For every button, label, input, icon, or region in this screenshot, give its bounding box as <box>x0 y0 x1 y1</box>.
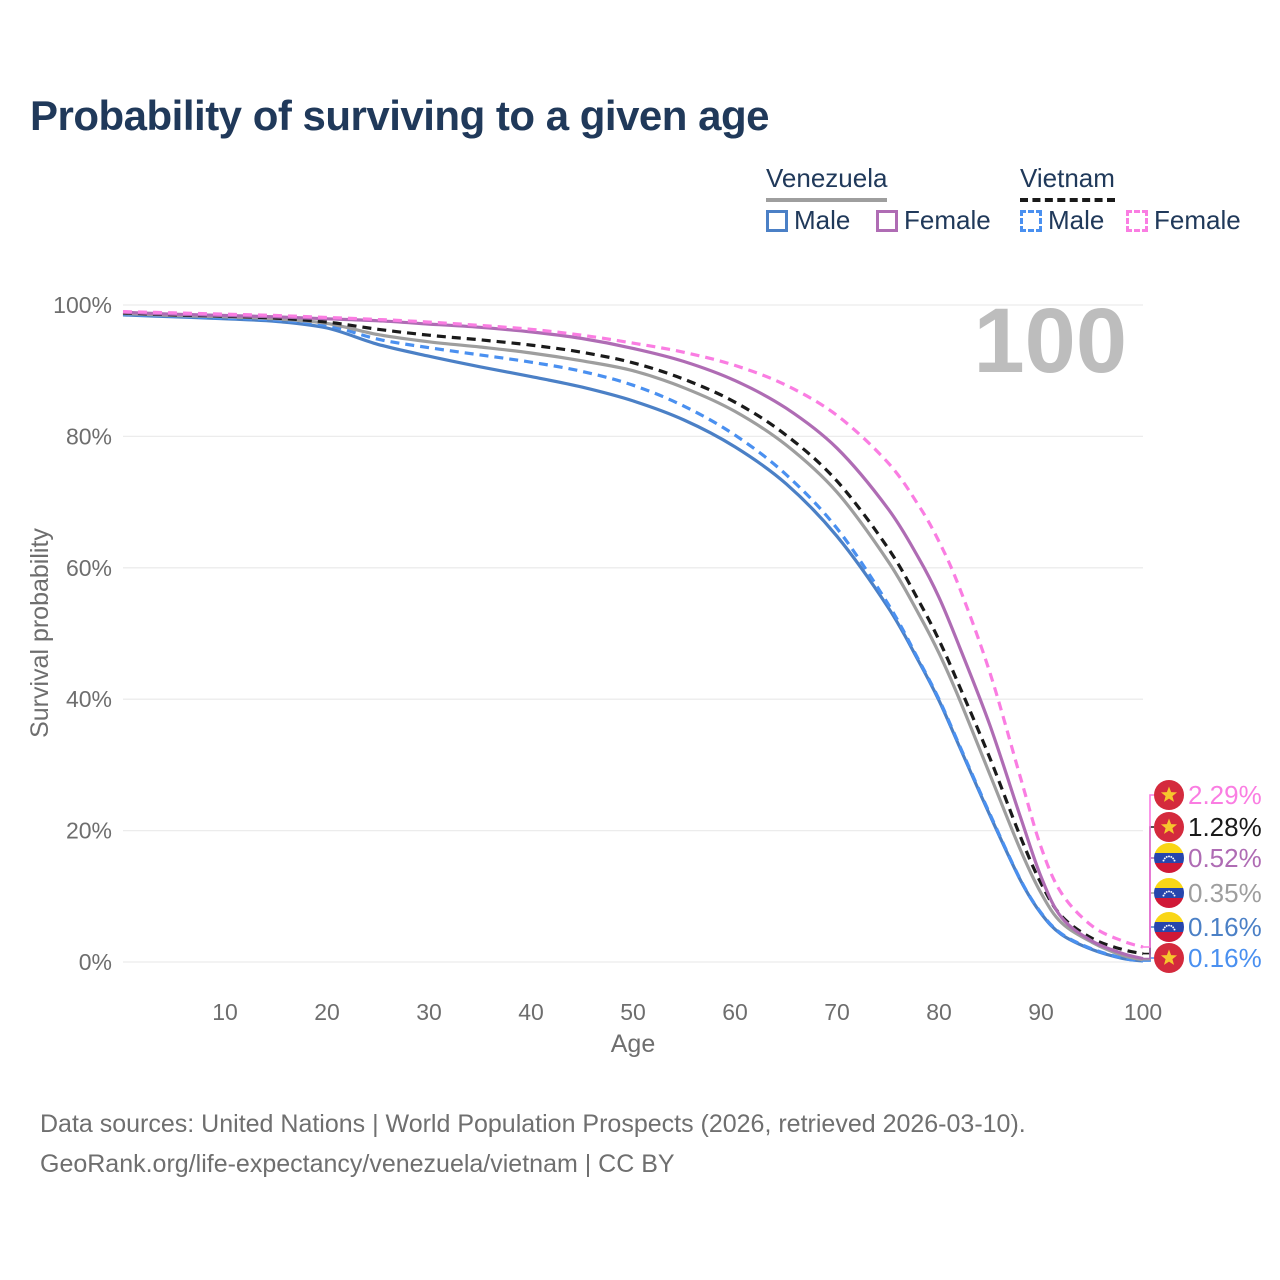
end-value-label: 0.35% <box>1188 878 1262 908</box>
legend-item-venezuela-male[interactable]: Male <box>766 205 850 236</box>
series-line-vietnam-both-sexes[interactable] <box>122 311 1144 956</box>
legend-item-label: Male <box>794 205 851 235</box>
venezuela-male-swatch-icon <box>766 209 788 232</box>
series-line-venezuela-male[interactable] <box>122 313 1144 963</box>
y-tick-label: 100% <box>53 292 112 318</box>
end-value-label: 0.52% <box>1188 843 1262 873</box>
series-line-vietnam-female[interactable] <box>122 310 1144 949</box>
data-sources-line1: Data sources: United Nations | World Pop… <box>40 1110 1026 1138</box>
legend-vietnam-label: Vietnam <box>1020 163 1115 202</box>
data-sources: Data sources: United Nations | World Pop… <box>40 1104 1026 1184</box>
vietnam-male-swatch-icon <box>1020 209 1042 232</box>
end-value-label: 0.16% <box>1188 943 1262 973</box>
end-label-leader-line <box>1143 794 1154 948</box>
x-tick-label: 90 <box>1028 999 1054 1025</box>
x-tick-label: 40 <box>518 999 544 1025</box>
legend-item-venezuela-female[interactable]: Female <box>876 205 991 236</box>
end-label-leader-line <box>1143 826 1154 955</box>
legend-group-venezuela-header: Venezuela <box>766 163 888 202</box>
x-axis-title: Age <box>611 1030 655 1058</box>
vietnam-female-swatch-icon <box>1126 209 1148 232</box>
y-tick-label: 20% <box>66 818 112 844</box>
vietnam-flag-icon <box>1154 780 1184 810</box>
vietnam-flag-icon <box>1154 943 1184 973</box>
legend-item-vietnam-male[interactable]: Male <box>1020 205 1104 236</box>
end-value-label: 1.28% <box>1188 812 1262 842</box>
x-tick-label: 20 <box>314 999 340 1025</box>
x-tick-label: 60 <box>722 999 748 1025</box>
end-value-label: 0.16% <box>1188 912 1262 942</box>
legend-item-label: Female <box>1154 205 1241 235</box>
end-label-leader-line <box>1143 926 1154 962</box>
end-label-leader-line <box>1143 857 1154 960</box>
series-line-venezuela-female[interactable] <box>122 310 1144 961</box>
legend-item-vietnam-female[interactable]: Female <box>1126 205 1241 236</box>
series-line-vietnam-male[interactable] <box>122 312 1144 963</box>
legend-group-vietnam-header: Vietnam <box>1020 163 1115 202</box>
x-tick-label: 80 <box>926 999 952 1025</box>
y-tick-label: 80% <box>66 423 112 449</box>
x-tick-label: 50 <box>620 999 646 1025</box>
legend-venezuela-label: Venezuela <box>766 163 888 202</box>
venezuela-flag-icon <box>1154 878 1184 908</box>
x-tick-label: 70 <box>824 999 850 1025</box>
legend-item-label: Male <box>1048 205 1105 235</box>
vietnam-flag-icon <box>1154 812 1184 842</box>
age-watermark: 100 <box>974 290 1128 392</box>
legend-item-label: Female <box>904 205 991 235</box>
y-tick-label: 0% <box>79 949 112 975</box>
venezuela-flag-icon <box>1154 912 1184 942</box>
venezuela-flag-icon <box>1154 843 1184 873</box>
venezuela-female-swatch-icon <box>876 209 898 232</box>
page-title: Probability of surviving to a given age <box>30 92 769 139</box>
y-axis-title: Survival probability <box>26 528 54 738</box>
x-tick-label: 10 <box>212 999 238 1025</box>
y-tick-label: 40% <box>66 686 112 712</box>
x-tick-label: 100 <box>1124 999 1162 1025</box>
end-value-label: 2.29% <box>1188 780 1262 810</box>
data-sources-line2: GeoRank.org/life-expectancy/venezuela/vi… <box>40 1150 675 1178</box>
series-line-venezuela-both-sexes[interactable] <box>122 311 1144 962</box>
y-tick-label: 60% <box>66 555 112 581</box>
x-tick-label: 30 <box>416 999 442 1025</box>
